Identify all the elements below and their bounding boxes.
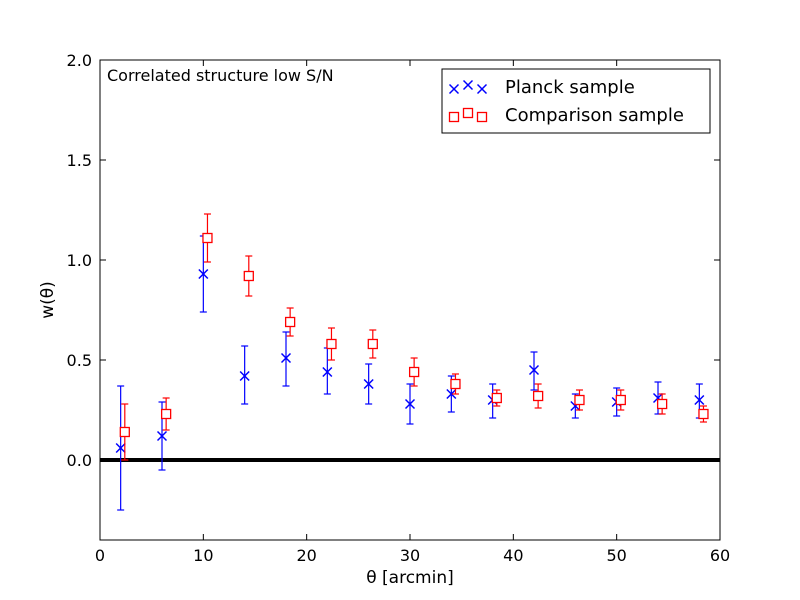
annotation-text: Correlated structure low S/N [107,66,334,85]
legend-marker [448,111,460,123]
marker [698,408,709,420]
y-tick-label: 1.5 [67,151,92,170]
marker [156,430,168,442]
marker [198,268,209,280]
x-tick-label: 50 [606,546,626,565]
data-point [363,363,374,405]
marker [326,338,337,350]
data-point [656,393,668,415]
marker [574,394,585,406]
marker [322,366,333,378]
marker [656,398,668,410]
data-point [280,331,292,387]
x-tick-label: 0 [95,546,105,565]
data-point [115,385,126,511]
data-point [491,389,502,407]
x-tick-label: 30 [400,546,420,565]
data-point [326,327,337,361]
y-tick-label: 2.0 [67,51,92,70]
marker [363,378,374,390]
data-point [239,345,250,405]
data-point [450,373,461,395]
data-point [574,389,585,411]
marker [528,364,540,376]
legend-box [441,68,711,134]
legend-entry-planck: Planck sample [448,77,635,98]
legend-label-planck: Planck sample [505,77,635,98]
data-point [322,347,333,395]
marker [404,398,416,410]
marker [367,338,378,350]
y-tick-label: 1.0 [67,251,92,270]
legend-label-comparison: Comparison sample [505,105,684,126]
marker [615,394,626,406]
data-point [532,383,544,409]
ticks-layer: 0 10 20 30 40 50 60 0.0 0.5 1.0 1.5 2.0 [67,51,731,565]
legend-marker-comparison [448,107,488,123]
data-point [202,213,213,263]
data-layer [100,213,720,511]
legend-marker [462,107,474,119]
x-axis-label: θ [arcmin] [366,568,454,588]
marker [160,408,172,420]
marker [446,388,457,400]
y-tick-label: 0.0 [67,451,92,470]
data-point [408,357,420,387]
marker [532,390,544,402]
marker [408,366,420,378]
marker [119,426,130,438]
marker [115,442,126,454]
marker [491,392,502,404]
x-tick-label: 40 [503,546,523,565]
data-point [404,383,416,425]
data-point [528,351,540,391]
legend-marker [462,79,474,91]
data-point [615,389,626,411]
plot-frame [99,59,721,541]
series-1 [119,213,709,461]
marker [280,352,292,364]
marker [284,316,296,328]
marker [450,378,461,390]
y-axis-label: w(θ) [38,281,58,319]
marker [694,394,705,406]
legend-marker [448,83,460,95]
marker [239,370,250,382]
marker [202,232,213,244]
data-point [367,329,378,359]
legend-marker [476,111,488,123]
data-point [119,403,130,461]
legend-entry-comparison: Comparison sample [448,105,684,126]
x-tick-label: 20 [296,546,316,565]
data-point [284,307,296,337]
y-tick-label: 0.5 [67,351,92,370]
x-tick-label: 60 [710,546,730,565]
data-point [243,255,254,297]
x-tick-label: 10 [193,546,213,565]
legend: Planck sample Comparison sample [441,68,711,134]
legend-marker-planck [448,79,488,95]
marker [243,270,254,282]
data-point [698,405,709,423]
legend-marker [476,83,488,95]
data-point [160,397,172,431]
